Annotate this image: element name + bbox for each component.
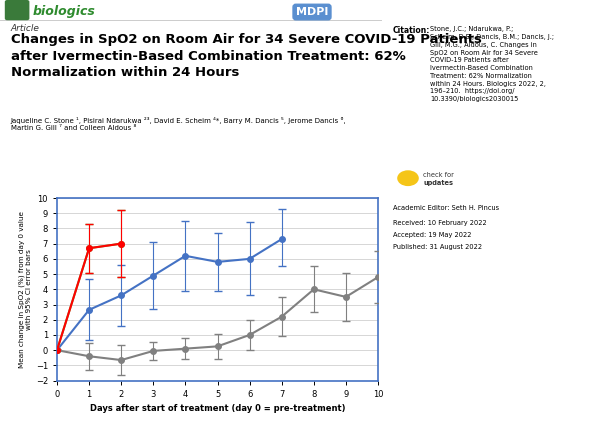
Y-axis label: Mean change in SpO2 (%) from day 0 value
with 95% CI error bars: Mean change in SpO2 (%) from day 0 value… bbox=[18, 211, 32, 368]
Text: Article: Article bbox=[11, 24, 40, 33]
Text: Received: 10 February 2022: Received: 10 February 2022 bbox=[393, 220, 487, 226]
Text: updates: updates bbox=[423, 180, 453, 187]
Text: check for: check for bbox=[423, 172, 454, 179]
Text: Changes in SpO2 on Room Air for 34 Severe COVID-19 Patients
after Ivermectin-Bas: Changes in SpO2 on Room Air for 34 Sever… bbox=[11, 33, 482, 79]
Text: ✓: ✓ bbox=[404, 172, 412, 182]
Text: MDPI: MDPI bbox=[296, 7, 328, 17]
FancyBboxPatch shape bbox=[5, 0, 29, 20]
Text: Jaqueline C. Stone ¹, Pisirai Ndarukwa ²³, David E. Scheim ⁴*, Barry M. Dancis ⁵: Jaqueline C. Stone ¹, Pisirai Ndarukwa ²… bbox=[11, 117, 346, 131]
Text: biologics: biologics bbox=[33, 5, 96, 18]
Text: Citation:: Citation: bbox=[393, 26, 430, 35]
X-axis label: Days after start of treatment (day 0 = pre-treatment): Days after start of treatment (day 0 = p… bbox=[90, 404, 345, 413]
Text: Published: 31 August 2022: Published: 31 August 2022 bbox=[393, 244, 482, 250]
Text: Accepted: 19 May 2022: Accepted: 19 May 2022 bbox=[393, 232, 472, 238]
Text: Stone, J.C.; Ndarukwa, P.;
Scheim, D.E.; Dancis, B.M.; Dancis, J.;
Gill, M.G.; A: Stone, J.C.; Ndarukwa, P.; Scheim, D.E.;… bbox=[430, 26, 554, 102]
Text: Academic Editor: Seth H. Pincus: Academic Editor: Seth H. Pincus bbox=[393, 205, 499, 211]
Circle shape bbox=[397, 170, 419, 186]
